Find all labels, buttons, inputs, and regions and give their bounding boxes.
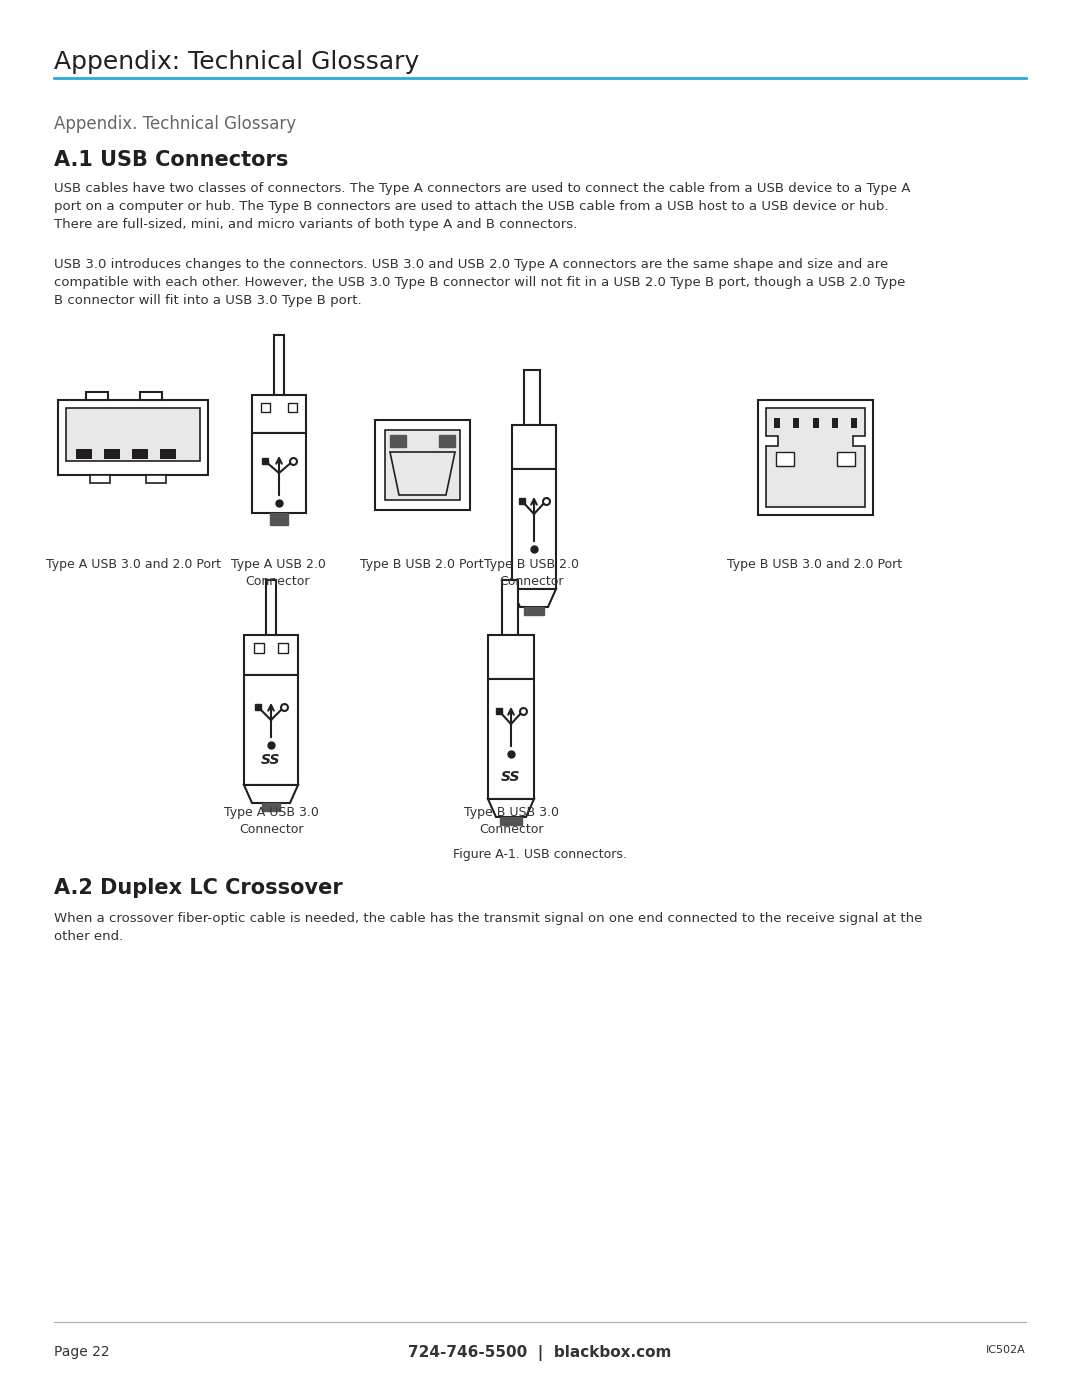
Polygon shape xyxy=(512,590,556,608)
Text: IC502A: IC502A xyxy=(986,1345,1026,1355)
Bar xyxy=(66,408,200,461)
Polygon shape xyxy=(488,799,534,817)
Bar xyxy=(390,434,406,447)
Bar xyxy=(132,448,148,460)
Bar xyxy=(777,453,794,467)
Bar xyxy=(851,418,858,427)
Bar xyxy=(488,636,534,679)
Bar xyxy=(261,402,270,412)
Bar xyxy=(270,513,288,525)
Bar xyxy=(266,580,276,636)
Text: Type B USB 2.0 Port: Type B USB 2.0 Port xyxy=(361,557,484,571)
Text: SS: SS xyxy=(261,753,281,767)
Bar xyxy=(244,636,298,675)
Bar xyxy=(375,420,470,510)
Bar xyxy=(278,643,288,652)
Bar xyxy=(438,434,455,447)
Bar xyxy=(76,448,92,460)
Bar xyxy=(90,475,110,483)
Text: USB 3.0 introduces changes to the connectors. USB 3.0 and USB 2.0 Type A connect: USB 3.0 introduces changes to the connec… xyxy=(54,258,905,307)
Bar xyxy=(524,370,540,425)
Bar xyxy=(812,418,819,427)
Bar xyxy=(512,425,556,469)
Bar xyxy=(512,469,556,590)
Bar xyxy=(86,393,108,400)
Text: USB cables have two classes of connectors. The Type A connectors are used to con: USB cables have two classes of connector… xyxy=(54,182,910,231)
Text: A.1 USB Connectors: A.1 USB Connectors xyxy=(54,149,288,170)
Text: SS: SS xyxy=(501,770,521,784)
Bar xyxy=(524,608,544,615)
Text: Appendix: Technical Glossary: Appendix: Technical Glossary xyxy=(54,50,419,74)
Bar xyxy=(244,675,298,785)
Text: Appendix. Technical Glossary: Appendix. Technical Glossary xyxy=(54,115,296,133)
Bar xyxy=(146,475,166,483)
Bar xyxy=(288,402,297,412)
Bar xyxy=(384,430,460,500)
Bar xyxy=(488,679,534,799)
Bar xyxy=(502,580,518,636)
Text: Type B USB 3.0 and 2.0 Port: Type B USB 3.0 and 2.0 Port xyxy=(728,557,903,571)
Polygon shape xyxy=(244,785,298,803)
Text: 724-746-5500  |  blackbox.com: 724-746-5500 | blackbox.com xyxy=(408,1345,672,1361)
Text: Type A USB 3.0 and 2.0 Port: Type A USB 3.0 and 2.0 Port xyxy=(45,557,220,571)
Polygon shape xyxy=(766,408,865,507)
Bar xyxy=(104,448,120,460)
Bar xyxy=(500,817,522,826)
Text: Type A USB 2.0
Connector: Type A USB 2.0 Connector xyxy=(230,557,325,588)
Bar xyxy=(254,643,264,652)
Bar xyxy=(832,418,838,427)
Bar xyxy=(252,433,306,513)
Text: Type B USB 3.0
Connector: Type B USB 3.0 Connector xyxy=(463,806,558,835)
Bar xyxy=(252,395,306,433)
Bar xyxy=(774,418,780,427)
Bar xyxy=(837,453,855,467)
Bar xyxy=(262,803,280,812)
Bar xyxy=(140,393,162,400)
Polygon shape xyxy=(390,453,455,495)
Text: Figure A-1. USB connectors.: Figure A-1. USB connectors. xyxy=(454,848,626,861)
Bar xyxy=(793,418,799,427)
Text: A.2 Duplex LC Crossover: A.2 Duplex LC Crossover xyxy=(54,877,342,898)
Bar xyxy=(274,335,284,395)
Bar xyxy=(758,400,873,515)
Text: Type B USB 2.0
Connector: Type B USB 2.0 Connector xyxy=(485,557,580,588)
Bar xyxy=(160,448,176,460)
Text: When a crossover fiber-optic cable is needed, the cable has the transmit signal : When a crossover fiber-optic cable is ne… xyxy=(54,912,922,943)
Text: Type A USB 3.0
Connector: Type A USB 3.0 Connector xyxy=(224,806,319,835)
Bar xyxy=(58,400,208,475)
Text: Page 22: Page 22 xyxy=(54,1345,110,1359)
